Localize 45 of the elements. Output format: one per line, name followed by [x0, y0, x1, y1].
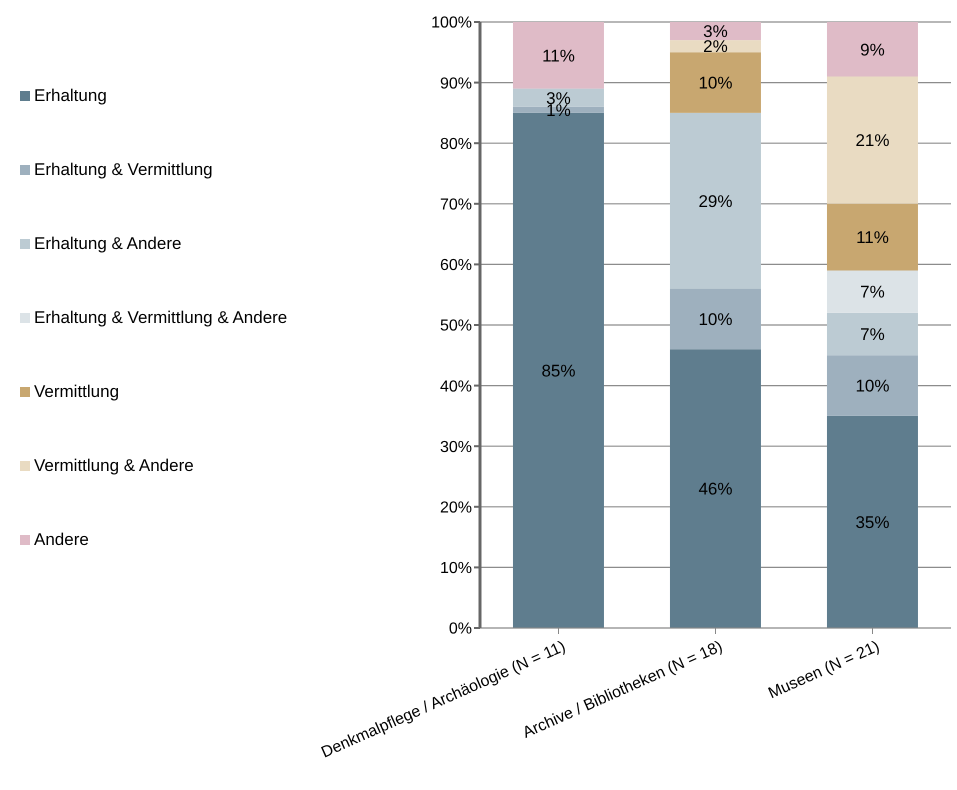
data-label: 10%: [698, 74, 732, 93]
y-tick-label: 60%: [440, 257, 472, 274]
data-label: 11%: [856, 228, 889, 248]
legend-label: Andere: [34, 530, 89, 550]
legend-label: Vermittlung: [34, 382, 120, 402]
y-tick-label: 90%: [440, 75, 472, 92]
bar: [826, 416, 918, 628]
y-tick-label: 30%: [440, 438, 472, 456]
bar: [826, 76, 918, 204]
y-tick-label: 20%: [440, 499, 472, 516]
data-label: 11%: [542, 46, 575, 66]
bar: [512, 22, 604, 89]
y-tick-label: 0%: [448, 620, 472, 638]
data-label: 10%: [698, 310, 732, 329]
y-tick-label: 80%: [440, 136, 472, 153]
legend-label: Vermittlung & Andere: [34, 456, 194, 476]
bar: [826, 312, 918, 356]
y-tick-label: 50%: [440, 318, 472, 335]
y-tick-label: 70%: [440, 196, 472, 214]
data-label: 7%: [860, 325, 885, 344]
bar: [826, 355, 918, 416]
bar: [826, 22, 918, 77]
data-label: 46%: [698, 480, 732, 499]
bar: [826, 270, 918, 313]
data-label: 7%: [860, 282, 885, 302]
legend-label: Erhaltung & Vermittlung & Andere: [34, 308, 288, 328]
y-tick-label: 10%: [440, 560, 472, 578]
data-label: 85%: [541, 361, 576, 380]
legend-label: Erhaltung & Vermittlung: [34, 160, 213, 180]
data-label: 9%: [860, 40, 885, 60]
data-label: 35%: [855, 512, 890, 532]
data-label: 21%: [855, 131, 890, 150]
bar: [670, 288, 761, 350]
data-label: 10%: [855, 376, 890, 396]
bar: [670, 112, 761, 289]
y-tick-label: 40%: [440, 378, 472, 396]
legend-label: Erhaltung & Andere: [34, 234, 182, 254]
y-tick-label: 100%: [431, 14, 472, 32]
data-label: 29%: [698, 192, 732, 211]
bar: [670, 40, 761, 52]
bar: [670, 52, 761, 113]
bar: [826, 204, 918, 270]
legend-label: Erhaltung: [34, 86, 107, 106]
bar: [670, 22, 761, 40]
bar: [670, 349, 761, 628]
